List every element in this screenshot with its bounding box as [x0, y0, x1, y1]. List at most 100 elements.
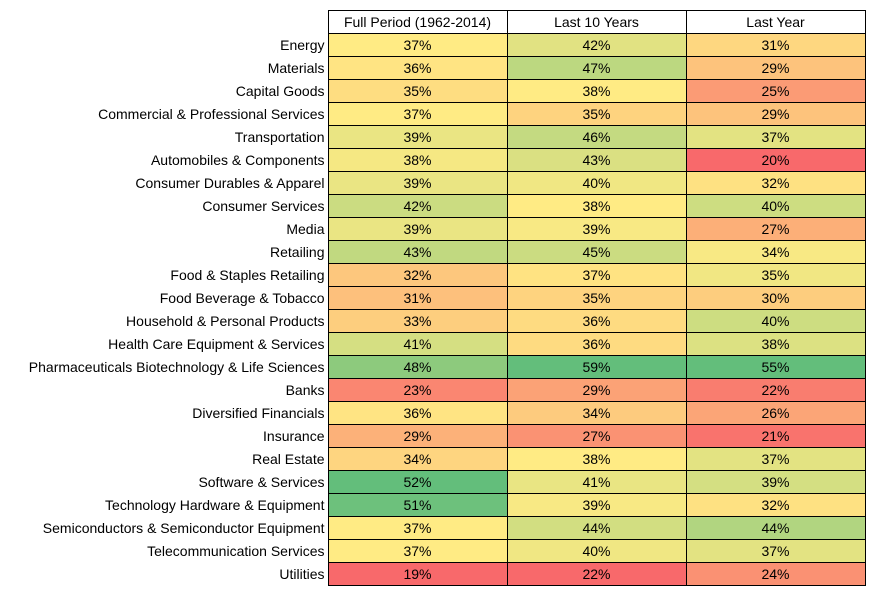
heatmap-cell-full-period: 37% — [327, 516, 508, 540]
table-row: Software & Services 52% 41% 39% — [0, 470, 866, 494]
heatmap-cell-full-period: 19% — [327, 562, 508, 586]
row-label: Real Estate — [252, 451, 325, 467]
heatmap-cell-full-period: 37% — [327, 102, 508, 126]
heatmap-cell-last-10-years: 41% — [506, 470, 687, 494]
table-row: Banks 23% 29% 22% — [0, 378, 866, 402]
row-label: Consumer Durables & Apparel — [135, 175, 325, 191]
table-row: Food & Staples Retailing 32% 37% 35% — [0, 263, 866, 287]
heatmap-cell-last-10-years: 46% — [506, 125, 687, 149]
heatmap-cell-last-year: 30% — [685, 286, 866, 310]
heatmap-cell-last-10-years: 45% — [506, 240, 687, 264]
heatmap-cell-last-10-years: 35% — [506, 102, 687, 126]
row-label: Commercial & Professional Services — [98, 106, 325, 122]
row-label: Energy — [280, 37, 325, 53]
table-row: Transportation 39% 46% 37% — [0, 125, 866, 149]
heatmap-cell-last-year: 24% — [685, 562, 866, 586]
heatmap-cell-full-period: 32% — [327, 263, 508, 287]
heatmap-cell-last-10-years: 39% — [506, 493, 687, 517]
table-row: Pharmaceuticals Biotechnology & Life Sci… — [0, 355, 866, 379]
table-row: Telecommunication Services 37% 40% 37% — [0, 539, 866, 563]
heatmap-cell-last-year: 39% — [685, 470, 866, 494]
heatmap-cell-last-10-years: 38% — [506, 447, 687, 471]
table-row: Energy 37% 42% 31% — [0, 33, 866, 57]
heatmap-cell-last-10-years: 40% — [506, 171, 687, 195]
heatmap-cell-last-10-years: 38% — [506, 79, 687, 103]
table-row: Consumer Durables & Apparel 39% 40% 32% — [0, 171, 866, 195]
row-label: Pharmaceuticals Biotechnology & Life Sci… — [28, 359, 325, 375]
heatmap-cell-last-10-years: 42% — [506, 33, 687, 57]
heatmap-cell-full-period: 36% — [327, 401, 508, 425]
heatmap-cell-full-period: 37% — [327, 33, 508, 57]
heatmap-table: Full Period (1962-2014) Last 10 Years La… — [0, 10, 866, 586]
heatmap-cell-last-year: 29% — [685, 56, 866, 80]
heatmap-cell-full-period: 38% — [327, 148, 508, 172]
heatmap-cell-last-10-years: 44% — [506, 516, 687, 540]
table-row: Insurance 29% 27% 21% — [0, 424, 866, 448]
heatmap-cell-last-year: 35% — [685, 263, 866, 287]
heatmap-cell-full-period: 29% — [327, 424, 508, 448]
header-row: Full Period (1962-2014) Last 10 Years La… — [0, 10, 866, 34]
column-header-last-10-years: Last 10 Years — [506, 10, 687, 34]
heatmap-cell-full-period: 43% — [327, 240, 508, 264]
heatmap-cell-last-year: 34% — [685, 240, 866, 264]
heatmap-cell-last-year: 37% — [685, 125, 866, 149]
heatmap-cell-full-period: 39% — [327, 217, 508, 241]
row-label: Semiconductors & Semiconductor Equipment — [42, 520, 325, 536]
row-label: Technology Hardware & Equipment — [105, 497, 325, 513]
heatmap-cell-last-year: 20% — [685, 148, 866, 172]
heatmap-cell-last-year: 31% — [685, 33, 866, 57]
heatmap-cell-last-10-years: 59% — [506, 355, 687, 379]
heatmap-cell-full-period: 39% — [327, 171, 508, 195]
row-label: Utilities — [279, 566, 325, 582]
heatmap-cell-last-year: 55% — [685, 355, 866, 379]
heatmap-cell-full-period: 48% — [327, 355, 508, 379]
table-row: Consumer Services 42% 38% 40% — [0, 194, 866, 218]
heatmap-cell-full-period: 39% — [327, 125, 508, 149]
heatmap-cell-last-year: 38% — [685, 332, 866, 356]
heatmap-cell-last-10-years: 37% — [506, 263, 687, 287]
heatmap-cell-last-year: 29% — [685, 102, 866, 126]
row-label: Media — [286, 221, 325, 237]
table-row: Food Beverage & Tobacco 31% 35% 30% — [0, 286, 866, 310]
heatmap-cell-last-year: 26% — [685, 401, 866, 425]
row-label: Transportation — [234, 129, 325, 145]
column-header-full-period: Full Period (1962-2014) — [327, 10, 508, 34]
heatmap-cell-full-period: 35% — [327, 79, 508, 103]
heatmap-cell-full-period: 52% — [327, 470, 508, 494]
row-label: Insurance — [263, 428, 325, 444]
table-row: Diversified Financials 36% 34% 26% — [0, 401, 866, 425]
row-label: Food Beverage & Tobacco — [159, 290, 325, 306]
heatmap-body: Energy 37% 42% 31% Materials 36% 47% 29% Capital… — [0, 33, 866, 586]
heatmap-cell-last-10-years: 39% — [506, 217, 687, 241]
heatmap-cell-last-10-years: 29% — [506, 378, 687, 402]
heatmap-cell-last-10-years: 27% — [506, 424, 687, 448]
row-label: Automobiles & Components — [150, 152, 325, 168]
table-row: Household & Personal Products 33% 36% 40% — [0, 309, 866, 333]
heatmap-cell-last-10-years: 40% — [506, 539, 687, 563]
heatmap-cell-full-period: 23% — [327, 378, 508, 402]
heatmap-cell-last-year: 25% — [685, 79, 866, 103]
heatmap-cell-last-year: 32% — [685, 493, 866, 517]
table-row: Retailing 43% 45% 34% — [0, 240, 866, 264]
heatmap-cell-last-10-years: 35% — [506, 286, 687, 310]
heatmap-cell-last-10-years: 36% — [506, 309, 687, 333]
row-label: Banks — [285, 382, 325, 398]
heatmap-cell-last-year: 22% — [685, 378, 866, 402]
table-row: Media 39% 39% 27% — [0, 217, 866, 241]
heatmap-cell-full-period: 36% — [327, 56, 508, 80]
corner-cell — [0, 10, 328, 34]
table-row: Materials 36% 47% 29% — [0, 56, 866, 80]
row-label: Household & Personal Products — [126, 313, 325, 329]
heatmap-cell-full-period: 33% — [327, 309, 508, 333]
row-label: Diversified Financials — [192, 405, 325, 421]
heatmap-cell-full-period: 42% — [327, 194, 508, 218]
row-label: Capital Goods — [235, 83, 325, 99]
heatmap-cell-full-period: 31% — [327, 286, 508, 310]
heatmap-cell-full-period: 34% — [327, 447, 508, 471]
row-label: Food & Staples Retailing — [170, 267, 325, 283]
table-row: Commercial & Professional Services 37% 35%… — [0, 102, 866, 126]
row-label: Materials — [267, 60, 325, 76]
heatmap-cell-last-10-years: 22% — [506, 562, 687, 586]
heatmap-cell-last-year: 37% — [685, 539, 866, 563]
heatmap-cell-last-10-years: 38% — [506, 194, 687, 218]
